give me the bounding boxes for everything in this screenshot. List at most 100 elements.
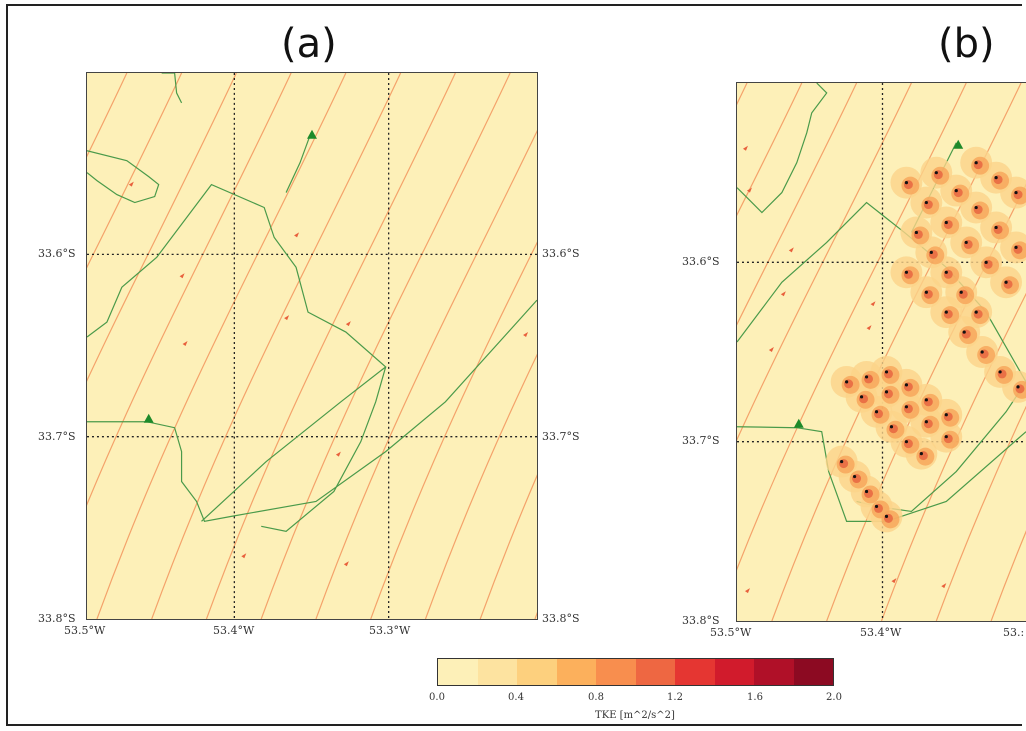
turbine-dot <box>845 380 849 384</box>
turbine-dot <box>840 459 844 464</box>
turbine-dot <box>944 270 948 274</box>
turbine-dot <box>864 489 869 494</box>
tke-wake-core <box>1015 384 1025 394</box>
streamline <box>260 73 511 619</box>
map-panel-b <box>736 82 1026 622</box>
turbine-dot <box>889 425 894 429</box>
turbine-dot <box>1014 245 1018 249</box>
tke-wake-core <box>874 409 883 419</box>
tke-wake-core <box>888 424 898 434</box>
panel-a-lon-1: 53.5°W <box>64 624 106 637</box>
tke-wake-core <box>903 180 913 190</box>
turbine-dot <box>874 504 879 509</box>
tke-wake-core <box>883 513 893 523</box>
turbine-dot <box>944 310 948 314</box>
tke-wake-core <box>883 369 893 379</box>
streamline <box>151 73 402 619</box>
boundary-line <box>161 73 183 104</box>
panel-a-lat-left-3: 33.8°S <box>38 612 76 625</box>
colorbar-tick-3: 1.2 <box>667 692 683 703</box>
panel-b-lat-2: 33.7°S <box>682 434 720 447</box>
colorbar-segment <box>675 659 715 685</box>
colorbar-segment <box>754 659 794 685</box>
streamline <box>935 405 1026 621</box>
tke-wake-core <box>923 419 933 429</box>
panel-b-lat-3: 33.8°S <box>682 614 720 627</box>
colorbar-segment <box>517 659 557 685</box>
tke-wake-core <box>918 451 928 461</box>
colorbar-segment <box>596 659 636 685</box>
streamline <box>205 73 456 619</box>
tke-wake-core <box>943 434 953 444</box>
streamline <box>87 73 292 506</box>
turbine-dot <box>859 395 864 399</box>
turbine-dot <box>919 452 923 456</box>
tke-wake-core <box>883 389 893 399</box>
turbine-dot <box>884 390 889 394</box>
turbine-dot <box>884 370 889 374</box>
streamline <box>370 241 537 619</box>
turbine-dot <box>980 350 984 354</box>
tke-wake-core <box>859 394 869 404</box>
panel-a-lon-2: 53.4°W <box>213 624 255 637</box>
turbine-dot <box>994 225 998 230</box>
flow-arrow <box>780 291 786 297</box>
flow-arrow <box>335 451 341 457</box>
tke-wake-core <box>903 404 913 414</box>
turbine-dot <box>924 200 928 205</box>
tke-wake-core <box>844 379 854 389</box>
turbine-dot <box>884 514 889 518</box>
boundary-line <box>87 299 537 523</box>
streamline <box>87 73 183 269</box>
turbine-dot <box>904 383 909 387</box>
boundary-line <box>737 426 1026 522</box>
tke-wake-core <box>903 269 913 279</box>
map-b-canvas <box>737 83 1026 621</box>
map-panel-a <box>86 72 538 620</box>
panel-a-lon-3: 53.3°W <box>369 624 411 637</box>
panel-b-label: (b) <box>938 21 995 67</box>
flow-arrow <box>746 187 752 193</box>
colorbar-segment <box>635 659 675 685</box>
flow-arrow <box>343 561 349 567</box>
flow-arrow <box>179 273 185 279</box>
flow-arrow <box>294 232 300 238</box>
flow-arrow <box>345 321 351 327</box>
colorbar-segment <box>714 659 754 685</box>
turbine-dot <box>964 240 968 245</box>
tke-wake-core <box>993 224 1003 234</box>
colorbar-segment <box>438 659 478 685</box>
tke-wake-core <box>961 329 971 339</box>
tke-wake-core <box>923 397 933 407</box>
tke-wake-core <box>852 474 862 484</box>
boundary-line <box>261 366 387 532</box>
tke-wake-core <box>928 249 938 259</box>
streamline <box>479 474 537 619</box>
turbine-dot <box>924 290 928 294</box>
flow-arrow <box>768 347 774 352</box>
tke-wake-core <box>973 160 983 170</box>
tke-wake-core <box>923 289 933 299</box>
turbine-dot <box>984 260 988 264</box>
tke-wake-core <box>958 289 968 299</box>
flow-arrow <box>788 247 794 253</box>
tke-wake-core <box>979 349 989 359</box>
turbine-dot <box>998 370 1002 374</box>
tke-wake-core <box>864 488 874 498</box>
turbine-dot <box>904 181 909 185</box>
colorbar-tick-1: 0.4 <box>508 692 524 703</box>
panel-b-lon-3: 53.: <box>1003 626 1025 639</box>
tke-wake-core <box>1003 279 1013 289</box>
colorbar-label: TKE [m^2/s^2] <box>595 710 675 721</box>
streamline <box>737 83 858 326</box>
turbine-dot <box>994 176 998 180</box>
turbine-dot <box>924 420 928 424</box>
tke-wake-core <box>973 309 983 319</box>
tke-wake-core <box>997 369 1007 379</box>
turbine-dot <box>974 310 978 314</box>
streamline <box>880 292 1026 621</box>
turbine-dot <box>974 161 978 165</box>
turbine-dot <box>924 398 928 402</box>
tke-wake-core <box>943 269 953 279</box>
streamline <box>737 83 912 441</box>
